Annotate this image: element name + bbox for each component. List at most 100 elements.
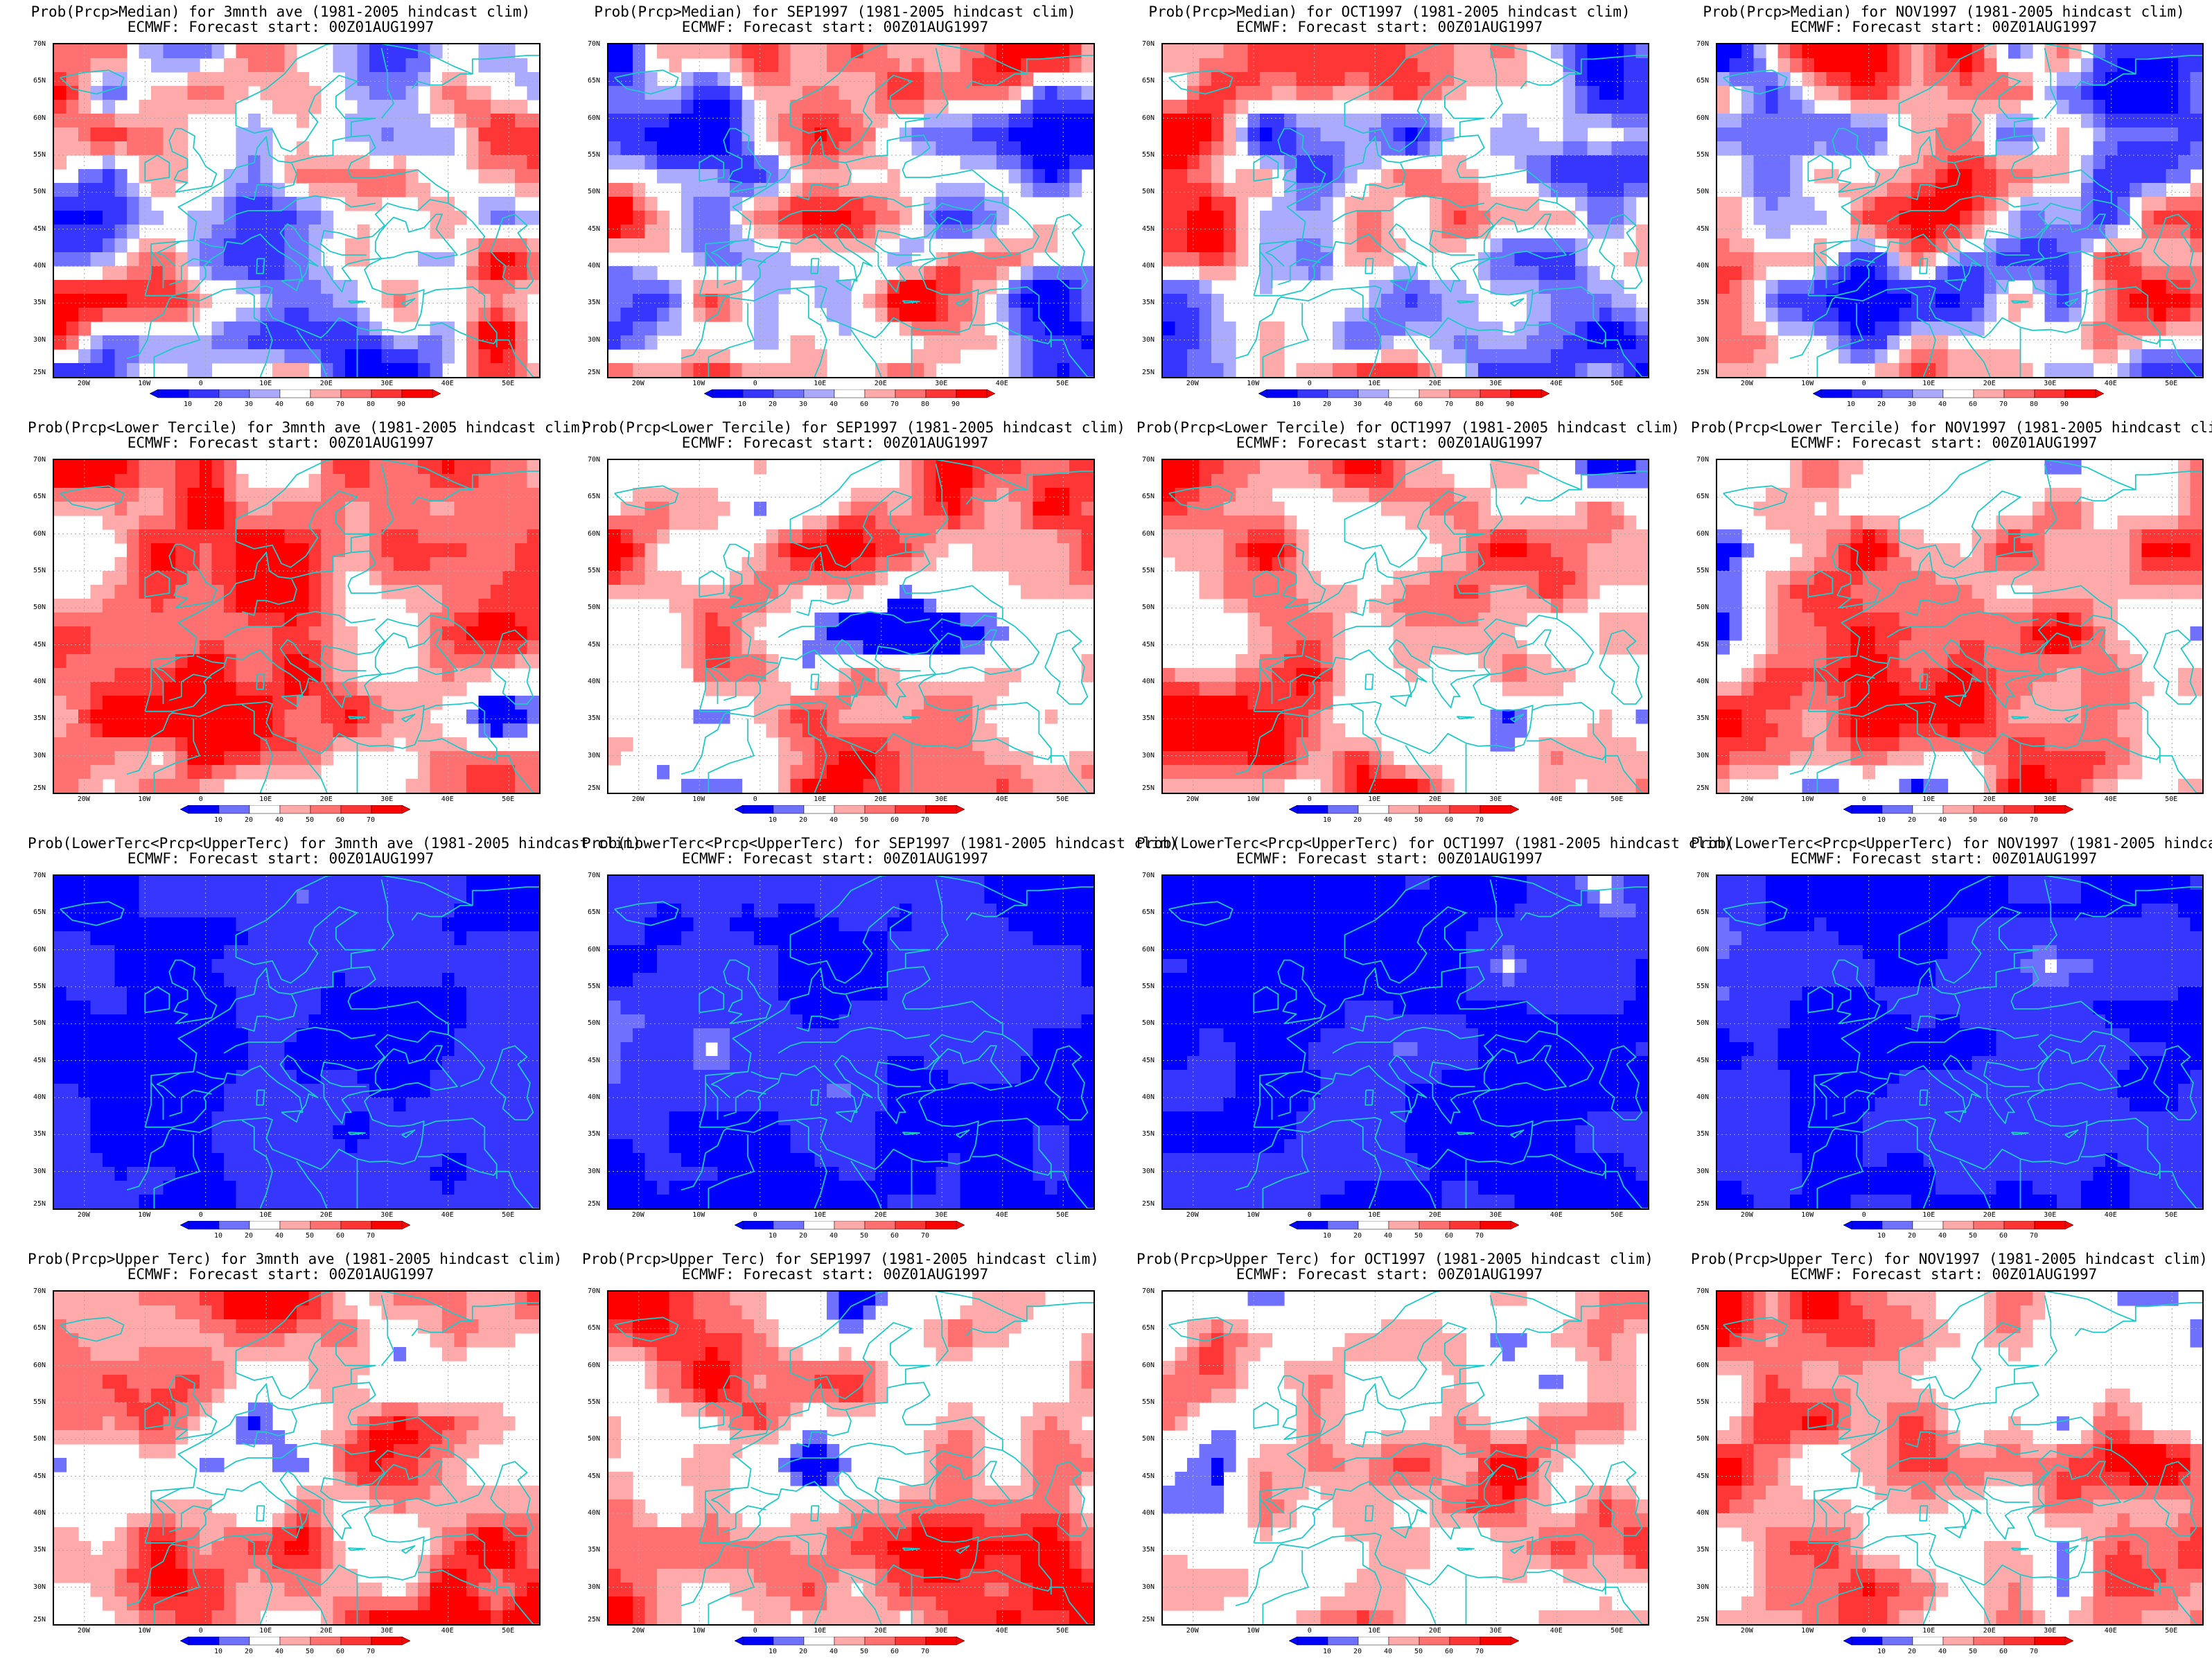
lon-tick-label: 30E — [935, 795, 947, 803]
colorbar-label: 20 — [799, 1648, 807, 1655]
colorbar-label: 50 — [1969, 1232, 1977, 1240]
lat-tick-label: 60N — [588, 530, 600, 538]
colorbar-label: 60 — [1445, 1232, 1453, 1240]
colorbar-label: 40 — [275, 1648, 283, 1655]
colorbar-label: 30 — [245, 401, 253, 408]
lat-tick-label: 60N — [1142, 114, 1155, 122]
lat-tick-label: 30N — [1142, 336, 1155, 344]
map-frame — [1716, 43, 2204, 378]
colorbar-label: 90 — [951, 401, 960, 408]
lon-tick-label: 50E — [1610, 1211, 1623, 1219]
colorbar-label: 20 — [799, 816, 807, 824]
colorbar-label: 90 — [397, 401, 405, 408]
lon-tick-label: 10E — [259, 380, 272, 387]
lat-tick-label: 65N — [1142, 493, 1155, 500]
lat-tick-label: 45N — [588, 1057, 600, 1064]
colorbar-label: 50 — [860, 816, 868, 824]
lat-tick-label: 50N — [33, 604, 46, 611]
panel-subtitle: ECMWF: Forecast start: 00Z01AUG1997 — [28, 1267, 534, 1283]
colorbar-label: 40 — [1384, 816, 1392, 824]
colorbar-label: 70 — [1475, 1232, 1484, 1240]
lat-tick-label: 65N — [1142, 908, 1155, 916]
colorbar-label: 60 — [1999, 816, 2008, 824]
lat-tick-label: 35N — [1142, 1546, 1155, 1554]
panel-subtitle: ECMWF: Forecast start: 00Z01AUG1997 — [1136, 19, 1642, 35]
lon-tick-label: 10W — [1247, 1211, 1259, 1219]
panel-title: Prob(Prcp>Upper Terc) for SEP1997 (1981-… — [582, 1251, 1088, 1267]
lon-tick-label: 20E — [1983, 795, 1996, 803]
map-panel: Prob(Prcp>Upper Terc) for 3mnth ave (198… — [28, 1247, 534, 1663]
lat-tick-label: 25N — [1696, 1616, 1709, 1624]
lon-tick-label: 10W — [1801, 1627, 1814, 1635]
lon-tick-label: 40E — [1550, 380, 1563, 387]
panel-title: Prob(LowerTerc<Prcp<UpperTerc) for OCT19… — [1136, 836, 1642, 852]
lat-tick-label: 50N — [1142, 188, 1155, 195]
lon-tick-label: 20W — [1741, 380, 1753, 387]
lon-tick-label: 50E — [502, 795, 514, 803]
colorbar-label: 80 — [367, 401, 375, 408]
lon-tick-label: 20W — [1186, 795, 1199, 803]
colorbar-label: 70 — [921, 816, 929, 824]
lon-tick-label: 40E — [441, 380, 454, 387]
lat-tick-label: 70N — [588, 1287, 600, 1295]
probability-map — [608, 44, 1094, 377]
lon-tick-label: 20W — [78, 1211, 90, 1219]
lat-tick-label: 50N — [588, 188, 600, 195]
lat-tick-label: 55N — [1142, 983, 1155, 990]
lat-tick-label: 45N — [1696, 1057, 1709, 1064]
lat-tick-label: 65N — [1696, 1324, 1709, 1332]
colorbar-label: 10 — [184, 401, 192, 408]
panel-title: Prob(Prcp>Median) for SEP1997 (1981-2005… — [582, 4, 1088, 20]
colorbar-label: 60 — [1445, 1648, 1453, 1655]
lon-tick-label: 30E — [2044, 1627, 2056, 1635]
lat-tick-label: 60N — [1696, 946, 1709, 953]
lon-tick-label: 0 — [1308, 1627, 1312, 1635]
lon-tick-label: 50E — [1056, 795, 1069, 803]
lat-tick-label: 40N — [588, 1093, 600, 1101]
lat-tick-label: 25N — [33, 784, 46, 792]
lon-tick-label: 0 — [199, 380, 203, 387]
colorbar-label: 80 — [1475, 401, 1484, 408]
colorbar-label: 40 — [830, 1648, 838, 1655]
colorbar-label: 70 — [890, 401, 899, 408]
lon-tick-label: 0 — [199, 795, 203, 803]
colorbar-label: 70 — [2030, 1648, 2038, 1655]
lat-tick-label: 55N — [33, 1398, 46, 1406]
lat-tick-label: 50N — [588, 1435, 600, 1443]
lat-tick-label: 45N — [1142, 225, 1155, 233]
lat-tick-label: 50N — [33, 188, 46, 195]
colorbar-label: 20 — [1877, 401, 1886, 408]
lon-tick-label: 30E — [380, 380, 393, 387]
lat-tick-label: 70N — [1142, 872, 1155, 879]
lon-tick-label: 40E — [996, 1627, 1008, 1635]
lat-tick-label: 25N — [33, 1616, 46, 1624]
lon-tick-label: 40E — [996, 380, 1008, 387]
lat-tick-label: 35N — [33, 714, 46, 722]
probability-map — [1717, 1292, 2202, 1624]
lon-tick-label: 20W — [1741, 795, 1753, 803]
panel-subtitle: ECMWF: Forecast start: 00Z01AUG1997 — [1691, 19, 2197, 35]
lon-tick-label: 50E — [1610, 380, 1623, 387]
map-panel: Prob(LowerTerc<Prcp<UpperTerc) for OCT19… — [1136, 832, 1642, 1247]
colorbar-label: 50 — [1414, 1232, 1423, 1240]
lat-tick-label: 50N — [588, 1019, 600, 1027]
panel-subtitle: ECMWF: Forecast start: 00Z01AUG1997 — [28, 19, 534, 35]
colorbar-label: 70 — [367, 1232, 375, 1240]
lat-tick-label: 40N — [1696, 678, 1709, 685]
lat-tick-label: 55N — [588, 567, 600, 574]
lat-tick-label: 30N — [1142, 752, 1155, 759]
lat-tick-label: 50N — [1696, 604, 1709, 611]
lon-tick-label: 20E — [875, 1627, 887, 1635]
probability-map — [608, 1292, 1094, 1624]
colorbar-label: 70 — [1475, 1648, 1484, 1655]
lat-tick-label: 25N — [1696, 784, 1709, 792]
lat-tick-label: 40N — [1696, 262, 1709, 270]
probability-map — [1163, 1292, 1648, 1624]
lat-tick-label: 55N — [1696, 1398, 1709, 1406]
lon-tick-label: 0 — [753, 795, 757, 803]
colorbar-label: 60 — [1414, 401, 1423, 408]
lon-tick-label: 0 — [753, 1627, 757, 1635]
colorbar-label: 40 — [830, 401, 838, 408]
probability-map — [54, 460, 539, 793]
